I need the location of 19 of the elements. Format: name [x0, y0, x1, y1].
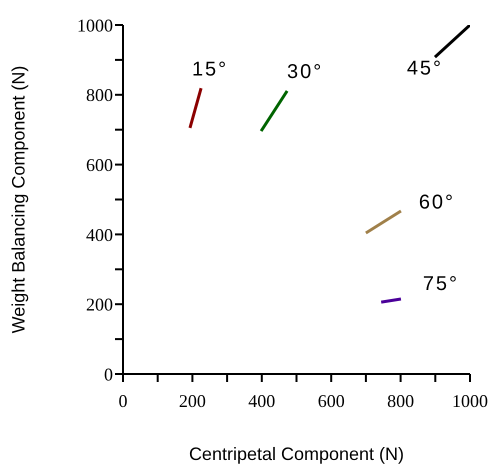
y-tick-label: 800: [86, 85, 113, 106]
y-tick-label: 400: [86, 224, 113, 245]
y-tick-label: 600: [86, 154, 113, 175]
series-label: 15°: [192, 58, 228, 80]
x-tick-label: 400: [248, 390, 276, 411]
x-tick-label: 800: [387, 390, 414, 411]
series-label: 75°: [422, 273, 460, 296]
series-label: 60°: [418, 191, 456, 214]
x-tick-label: 0: [118, 390, 128, 411]
y-tick-label: 200: [86, 294, 113, 315]
x-axis-title: Centripetal Component (N): [188, 444, 404, 464]
x-tick-label: 1000: [452, 390, 488, 411]
x-tick-label: 600: [318, 390, 345, 411]
y-tick-label: 1000: [77, 15, 113, 36]
x-tick-label: 200: [178, 390, 206, 411]
series-label: 30°: [287, 61, 324, 84]
y-axis-title: Weight Balancing Component (N): [8, 66, 28, 334]
series-label: 45°: [406, 57, 444, 80]
y-tick-label: 0: [104, 364, 113, 384]
